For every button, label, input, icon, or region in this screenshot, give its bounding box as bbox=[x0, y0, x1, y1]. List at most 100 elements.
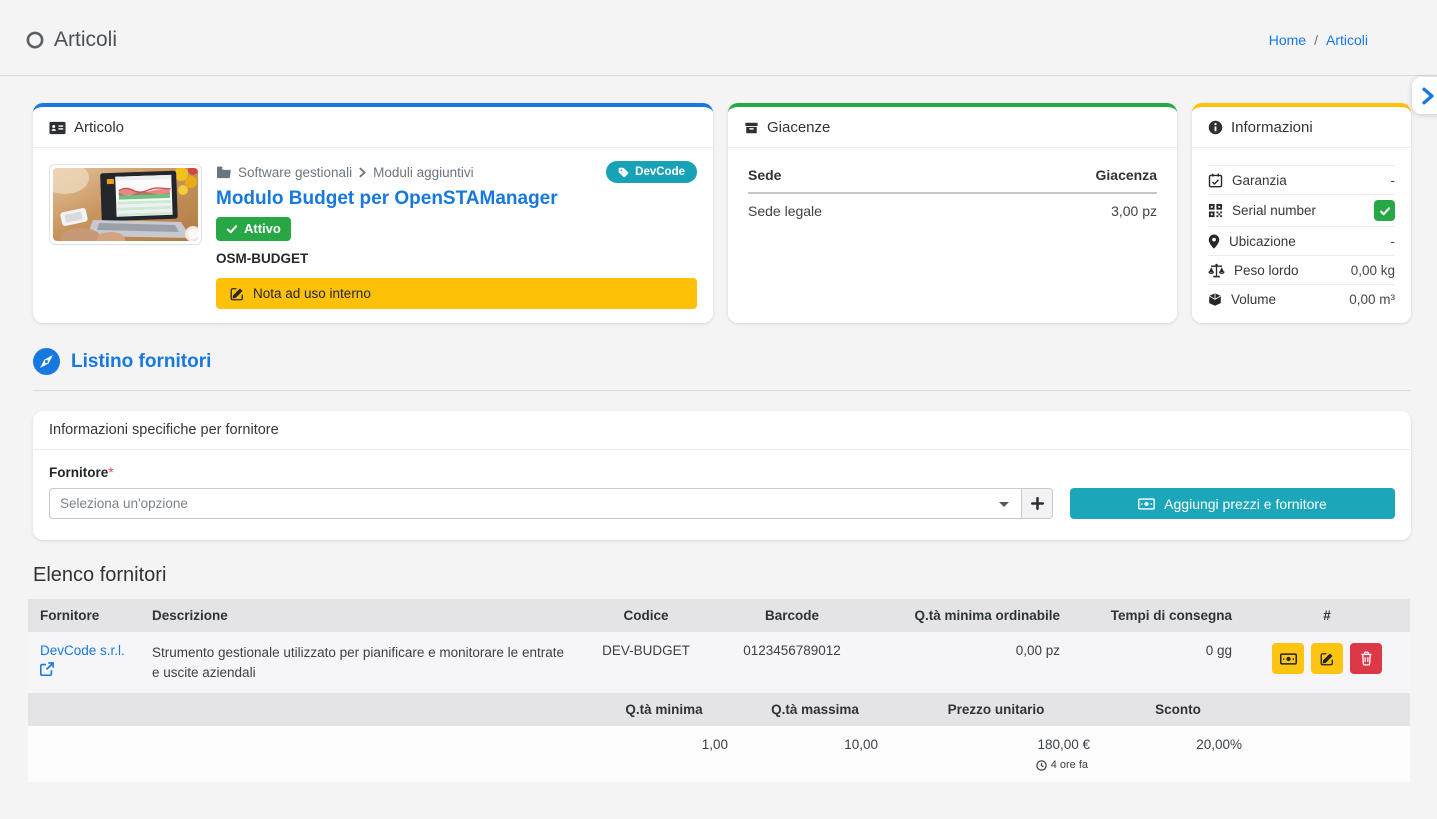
edit-icon bbox=[1320, 652, 1333, 665]
card-informazioni-header: Informazioni bbox=[1192, 107, 1411, 148]
category-child: Moduli aggiuntivi bbox=[373, 165, 474, 180]
breadcrumb: Home / Articoli bbox=[1269, 32, 1368, 48]
category-parent: Software gestionali bbox=[238, 165, 353, 180]
category-breadcrumb: Software gestionali Moduli aggiuntivi bbox=[216, 165, 697, 180]
giacenze-col-sede: Sede bbox=[748, 161, 972, 194]
giacenze-row: Sede legale 3,00 pz bbox=[748, 193, 1157, 228]
price-row: 1,00 10,00 180,00 € 4 ore fa 20,00% bbox=[28, 726, 1410, 783]
articolo-info: Software gestionali Moduli aggiuntivi De… bbox=[216, 161, 697, 309]
breadcrumb-current-link[interactable]: Articoli bbox=[1325, 31, 1368, 48]
info-row-serial: Serial number bbox=[1208, 194, 1395, 226]
price-discount: 20,00% bbox=[1196, 737, 1242, 753]
giacenze-qty-value: 3,00 pz bbox=[1111, 203, 1157, 219]
cube-icon bbox=[1209, 292, 1221, 306]
info-value: 0,00 m³ bbox=[1349, 291, 1395, 307]
card-articolo-body: Software gestionali Moduli aggiuntivi De… bbox=[33, 148, 713, 323]
giacenze-col-giacenza: Giacenza bbox=[971, 161, 1157, 194]
supplier-panel-body: Fornitore* Seleziona un'opzione Aggiungi… bbox=[33, 450, 1411, 540]
info-value: - bbox=[1390, 172, 1396, 188]
listino-section-header: Listino fornitori bbox=[33, 348, 1411, 391]
elenco-title: Elenco fornitori bbox=[33, 564, 167, 586]
product-image[interactable] bbox=[49, 164, 202, 245]
price-min-qty: 1,00 bbox=[701, 737, 728, 753]
card-informazioni-title: Informazioni bbox=[1231, 119, 1313, 136]
row-actions bbox=[1256, 643, 1398, 674]
money-bill-icon bbox=[1279, 652, 1297, 665]
giacenze-sede-value: Sede legale bbox=[748, 203, 822, 219]
check-icon bbox=[1379, 206, 1390, 215]
listino-title-text: Listino fornitori bbox=[71, 350, 212, 372]
page-title-text: Articoli bbox=[54, 27, 118, 51]
add-prices-supplier-button[interactable]: Aggiungi prezzi e fornitore bbox=[1070, 488, 1395, 519]
prices-subtable: Q.tà minima Q.tà massima Prezzo unitario… bbox=[28, 693, 1410, 783]
product-photo-art bbox=[53, 168, 198, 241]
map-marker-icon bbox=[1208, 233, 1220, 249]
add-supplier-button[interactable] bbox=[1022, 488, 1053, 519]
card-giacenze-title: Giacenze bbox=[767, 119, 831, 136]
folder-icon bbox=[217, 166, 231, 179]
card-articolo-header: Articolo bbox=[33, 107, 713, 148]
internal-note-button[interactable]: Nota ad uso interno bbox=[216, 278, 697, 309]
supplier-delivery-time: 0 gg bbox=[1205, 643, 1232, 658]
article-title-link[interactable]: Modulo Budget per OpenSTAManager bbox=[216, 188, 558, 209]
brand-badge-label: DevCode bbox=[635, 166, 685, 178]
qrcode-icon bbox=[1208, 203, 1223, 218]
edit-icon bbox=[230, 287, 243, 300]
supplier-panel-title: Informazioni specifiche per fornitore bbox=[33, 411, 1411, 450]
col-qta-minima: Q.tà minima bbox=[588, 693, 740, 727]
scale-icon bbox=[1208, 263, 1225, 277]
status-badge-label: Attivo bbox=[244, 221, 281, 236]
card-articolo-title: Articolo bbox=[74, 119, 125, 136]
price-updated: 4 ore fa bbox=[902, 759, 1090, 771]
col-qta-minima-ordinabile: Q.tà minima ordinabile bbox=[872, 599, 1072, 632]
summary-cards-row: Articolo bbox=[33, 103, 1411, 323]
compass-icon bbox=[33, 348, 60, 375]
external-link-icon[interactable] bbox=[40, 661, 128, 677]
supplier-row: DevCode s.r.l. Strumento gestionale util… bbox=[28, 632, 1410, 694]
info-label: Ubicazione bbox=[1229, 233, 1296, 249]
internal-note-label: Nota ad uso interno bbox=[253, 286, 371, 301]
fornitore-form-row: Seleziona un'opzione Aggiungi prezzi e f… bbox=[49, 488, 1395, 519]
prices-header-row: Q.tà minima Q.tà massima Prezzo unitario… bbox=[28, 693, 1410, 727]
info-value: 0,00 kg bbox=[1350, 262, 1395, 278]
archive-icon bbox=[745, 122, 758, 133]
giacenze-table: Sede Giacenza Sede legale 3,00 pz bbox=[748, 161, 1157, 228]
supplier-info-panel: Informazioni specifiche per fornitore Fo… bbox=[33, 411, 1411, 540]
price-max-qty: 10,00 bbox=[844, 737, 878, 753]
supplier-min-qty: 0,00 pz bbox=[1015, 643, 1060, 658]
check-icon bbox=[226, 224, 238, 233]
info-row-volume: Volume 0,00 m³ bbox=[1208, 284, 1395, 313]
col-sconto: Sconto bbox=[1102, 693, 1254, 727]
info-label: Garanzia bbox=[1232, 172, 1287, 188]
caret-down-icon bbox=[999, 502, 1009, 507]
edit-button[interactable] bbox=[1311, 643, 1343, 674]
circle-icon bbox=[26, 31, 44, 48]
breadcrumb-separator: / bbox=[1314, 31, 1318, 48]
unit-price: 180,00 € bbox=[1037, 737, 1090, 753]
price-updated-text: 4 ore fa bbox=[1050, 759, 1088, 772]
col-codice: Codice bbox=[580, 599, 712, 632]
delete-button[interactable] bbox=[1350, 643, 1382, 674]
add-prices-supplier-label: Aggiungi prezzi e fornitore bbox=[1164, 495, 1327, 512]
card-giacenze-header: Giacenze bbox=[728, 107, 1177, 148]
fornitore-select[interactable]: Seleziona un'opzione bbox=[49, 488, 1022, 519]
prices-button[interactable] bbox=[1272, 643, 1304, 674]
col-actions: # bbox=[1244, 599, 1410, 632]
col-fornitore: Fornitore bbox=[28, 599, 140, 632]
supplier-barcode: 0123456789012 bbox=[743, 643, 841, 658]
supplier-link[interactable]: DevCode s.r.l. bbox=[40, 643, 125, 658]
card-articolo: Articolo bbox=[33, 103, 713, 323]
col-qta-massima: Q.tà massima bbox=[740, 693, 890, 727]
info-value: - bbox=[1390, 233, 1396, 249]
info-label: Volume bbox=[1231, 291, 1277, 307]
listino-section-title: Listino fornitori bbox=[33, 348, 1411, 375]
supplier-code: DEV-BUDGET bbox=[602, 643, 690, 658]
col-descrizione: Descrizione bbox=[140, 599, 580, 632]
suppliers-header-row: Fornitore Descrizione Codice Barcode Q.t… bbox=[28, 599, 1410, 632]
sidebar-toggle-button[interactable] bbox=[1412, 77, 1437, 114]
breadcrumb-home-link[interactable]: Home bbox=[1268, 31, 1307, 48]
col-prezzo-unitario: Prezzo unitario bbox=[890, 693, 1102, 727]
chevron-right-icon bbox=[359, 167, 367, 178]
address-card-icon bbox=[49, 121, 66, 134]
suppliers-table: Fornitore Descrizione Codice Barcode Q.t… bbox=[28, 599, 1410, 694]
